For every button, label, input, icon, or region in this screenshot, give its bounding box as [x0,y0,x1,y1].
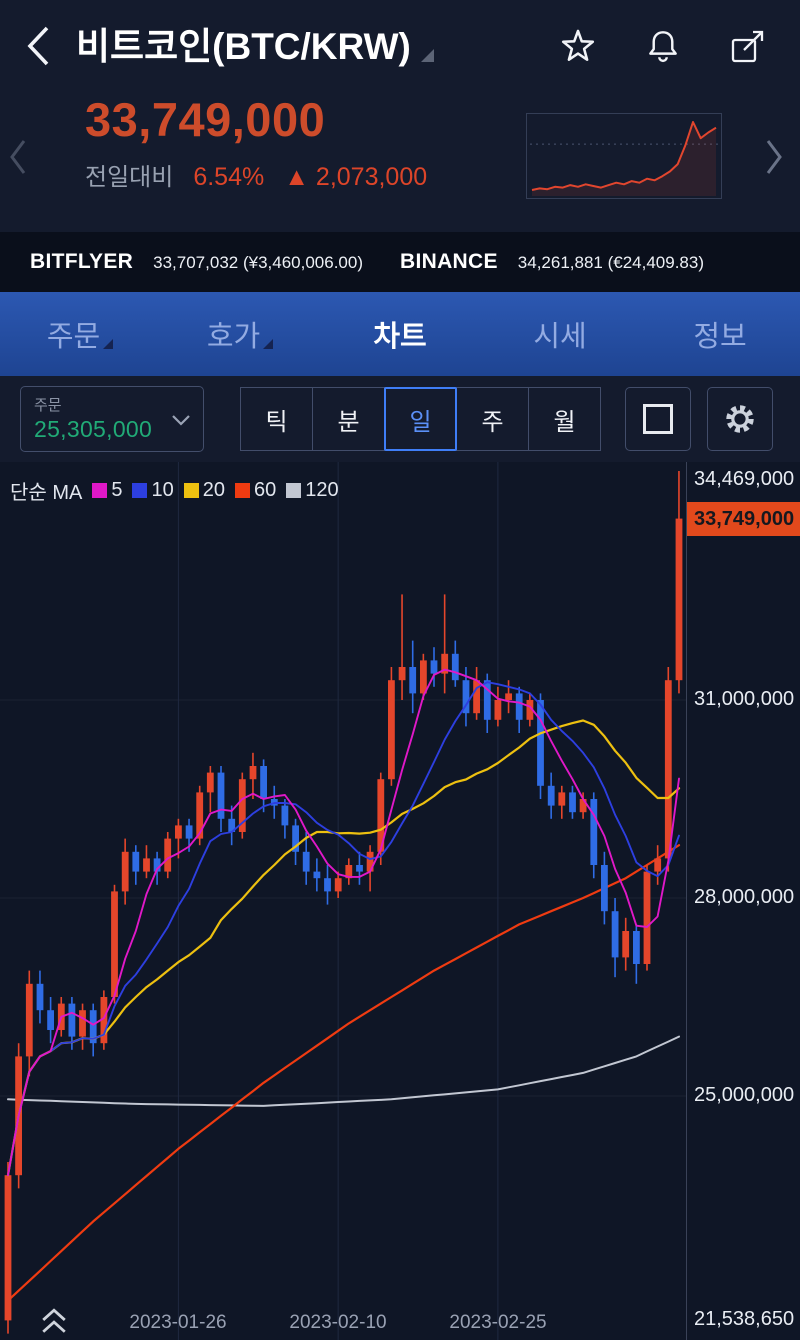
time-axis: 2023-01-26 2023-02-10 2023-02-25 [0,1312,686,1340]
ma-legend-title: 단순 MA [10,482,83,504]
ma-period-label: 120 [305,479,339,501]
next-pair-arrow[interactable] [764,138,784,181]
ma-period-label: 5 [111,479,123,501]
tab-orderbook[interactable]: 호가 [160,292,320,376]
gear-icon [726,405,754,433]
dropdown-label: 주문 [34,397,62,414]
mini-chart[interactable] [526,113,722,199]
share-icon [731,30,764,63]
submenu-caret-icon [103,339,114,349]
change-percent: 6.54% [193,163,265,191]
sparkline-chart [530,121,718,196]
ma-legend-item: 5 [92,479,122,502]
exchange-bitflyer: BITFLYER 33,707,032 (¥3,460,006.00) [30,250,400,274]
back-button[interactable] [22,22,54,70]
candlestick-chart[interactable] [0,462,686,1340]
tab-label: 호가 [206,321,261,353]
double-chevron-up-icon [42,1308,66,1333]
y-axis-label: 28,000,000 [694,886,795,908]
tab-label: 차트 [373,321,427,353]
tab-order[interactable]: 주문 [0,292,160,376]
bell-icon [649,31,677,63]
chart-region: 단순 MA 5 10 20 60 120 34,469,000 31,000,000 28,… [0,462,800,1340]
star-icon [561,29,595,61]
up-arrow-icon: ▲ [284,163,309,191]
ma-color-chip [286,483,302,498]
order-price-dropdown[interactable]: 주문 25,305,000 [20,386,204,452]
ma-legend: 단순 MA 5 10 20 60 120 [10,476,339,505]
x-axis-label: 2023-02-25 [449,1312,547,1333]
chart-settings-button[interactable] [707,387,773,451]
change-value: 2,073,000 [315,163,428,191]
scroll-up-indicator[interactable] [40,1307,68,1340]
current-price-tag: 33,749,000 [687,502,800,536]
ma-color-chip [92,483,108,498]
y-axis-label: 31,000,000 [694,688,795,710]
exchange-name: BINANCE [400,250,498,273]
ma-legend-item: 10 [132,479,174,502]
tab-market[interactable]: 시세 [480,292,640,376]
ma-color-chip [234,483,250,498]
y-axis-label: 25,000,000 [694,1084,795,1106]
ma-period-label: 10 [151,479,174,501]
interval-button-틱[interactable]: 틱 [240,387,313,451]
current-price: 33,749,000 [85,93,326,146]
change-amount: ▲ 2,073,000 [284,163,427,192]
ma-legend-item: 60 [234,479,277,502]
ma-legend-item: 20 [183,479,225,502]
change-label: 전일대비 [85,164,174,191]
alerts-button[interactable] [644,26,682,66]
chevron-down-icon [172,415,190,426]
interval-button-주[interactable]: 주 [456,387,529,451]
exchange-price: 34,261,881 (€24,409.83) [517,253,704,272]
favorite-button[interactable] [558,26,598,66]
change-row: 전일대비 6.54% ▲ 2,073,000 [85,157,800,192]
ma-period-label: 60 [253,479,277,501]
tab-info[interactable]: 정보 [640,292,800,376]
top-bar: 비트코인(BTC/KRW) [0,0,800,92]
tab-chart[interactable]: 차트 [320,292,480,376]
exchange-name: BITFLYER [30,250,134,273]
ma-color-chip [183,483,199,498]
tab-label: 시세 [533,321,587,353]
chevron-left-icon [10,140,26,174]
submenu-caret-icon [263,339,274,349]
interval-button-분[interactable]: 분 [312,387,385,451]
ma-period-label: 20 [202,479,225,501]
top-bar-actions [558,26,778,66]
interval-button-월[interactable]: 월 [528,387,601,451]
share-button[interactable] [728,26,768,66]
tab-label: 정보 [693,321,747,353]
ma-color-chip [132,483,148,498]
interval-button-일[interactable]: 일 [384,387,457,451]
exchange-price: 33,707,032 (¥3,460,006.00) [153,253,363,272]
title-dropdown-icon [420,48,434,62]
tab-label: 주문 [46,321,101,353]
chevron-left-icon [27,26,49,66]
square-outline-icon [643,404,673,434]
exchange-comparison-row: BITFLYER 33,707,032 (¥3,460,006.00) BINA… [0,232,800,292]
prev-pair-arrow[interactable] [8,138,28,181]
exchange-binance: BINANCE 34,261,881 (€24,409.83) [400,250,770,274]
price-axis: 34,469,000 31,000,000 28,000,000 25,000,000… [686,462,800,1340]
x-axis-label: 2023-02-10 [289,1312,387,1333]
main-tab-bar: 주문 호가 차트 시세 정보 [0,292,800,376]
ma-legend-item: 120 [286,479,339,502]
chevron-right-icon [766,140,782,174]
x-axis-label: 2023-01-26 [129,1312,227,1333]
price-section: 33,749,000 전일대비 6.54% ▲ 2,073,000 [0,92,800,232]
page-title: 비트코인(BTC/KRW) [76,25,411,67]
y-axis-label: 21,538,650 [694,1308,795,1330]
dropdown-value: 25,305,000 [34,416,153,442]
pair-title-dropdown[interactable]: 비트코인(BTC/KRW) [76,28,434,65]
chart-style-button[interactable] [625,387,691,451]
y-axis-label: 34,469,000 [694,468,795,490]
